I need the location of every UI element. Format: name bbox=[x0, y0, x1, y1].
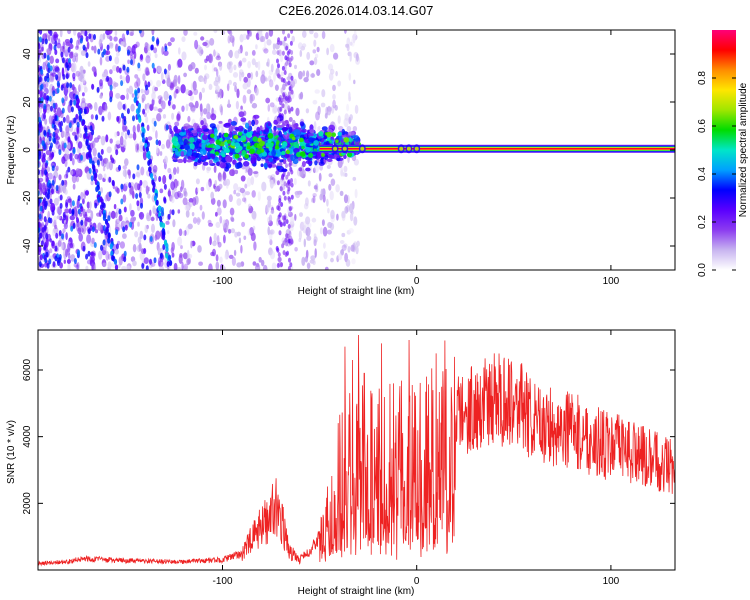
colorbar: 0.0 0.2 0.4 0.6 0.8 Normalized spectral ampl… bbox=[697, 30, 749, 277]
colorbar-tick-label: 0.2 bbox=[697, 215, 708, 229]
colorbar-tick-label: 0.0 bbox=[697, 263, 708, 277]
snr-y-axis: 2000 4000 6000 bbox=[22, 358, 675, 514]
spectrogram-y-axis-label: Frequency (Hz) bbox=[6, 116, 17, 185]
spectrogram-panel: -100 0 100 -40 -20 0 20 40 Height of straight … bbox=[6, 29, 676, 297]
stable-tone bbox=[319, 144, 675, 154]
y-tick-label: 2000 bbox=[22, 492, 33, 515]
colorbar-label: Normalized spectral amplitude bbox=[738, 82, 749, 217]
noise-region bbox=[38, 30, 361, 270]
y-tick-label: 6000 bbox=[22, 358, 33, 381]
spectrogram-x-axis: -100 0 100 bbox=[212, 30, 620, 287]
x-tick-label: -100 bbox=[212, 576, 232, 587]
figure-title: C2E6.2026.014.03.14.G07 bbox=[279, 3, 434, 18]
snr-series-line bbox=[38, 334, 675, 567]
x-tick-label: 100 bbox=[603, 276, 620, 287]
snr-frame bbox=[37, 329, 676, 571]
y-tick-label: 0 bbox=[22, 147, 33, 153]
y-tick-label: 40 bbox=[22, 48, 33, 60]
snr-y-axis-label: SNR (10 * v/v) bbox=[6, 420, 17, 484]
diagonal-streak-1 bbox=[75, 94, 119, 270]
colorbar-ticks: 0.0 0.2 0.4 0.6 0.8 bbox=[697, 71, 736, 277]
colorbar-tick-label: 0.6 bbox=[697, 119, 708, 133]
x-tick-label: 100 bbox=[603, 576, 620, 587]
spectrogram-heatmap bbox=[38, 30, 675, 270]
y-tick-label: -40 bbox=[22, 238, 33, 253]
spectrogram-x-axis-label: Height of straight line (km) bbox=[298, 286, 415, 297]
colorbar-tick-label: 0.4 bbox=[697, 167, 708, 181]
diagonal-streak-2 bbox=[133, 89, 173, 267]
x-tick-label: 0 bbox=[414, 576, 420, 587]
colorbar-tick-label: 0.8 bbox=[697, 71, 708, 85]
y-tick-label: 4000 bbox=[22, 425, 33, 448]
x-tick-label: 0 bbox=[414, 276, 420, 287]
snr-x-axis-label: Height of straight line (km) bbox=[298, 586, 415, 597]
y-tick-label: 20 bbox=[22, 96, 33, 108]
spectrogram-y-axis: -40 -20 0 20 40 bbox=[22, 48, 675, 253]
colorbar-gradient bbox=[712, 30, 736, 270]
snr-x-axis: -100 0 100 bbox=[212, 330, 620, 587]
x-tick-label: -100 bbox=[212, 276, 232, 287]
y-tick-label: -20 bbox=[22, 190, 33, 205]
snr-panel: -100 0 100 2000 4000 6000 Height of straight… bbox=[6, 329, 676, 597]
